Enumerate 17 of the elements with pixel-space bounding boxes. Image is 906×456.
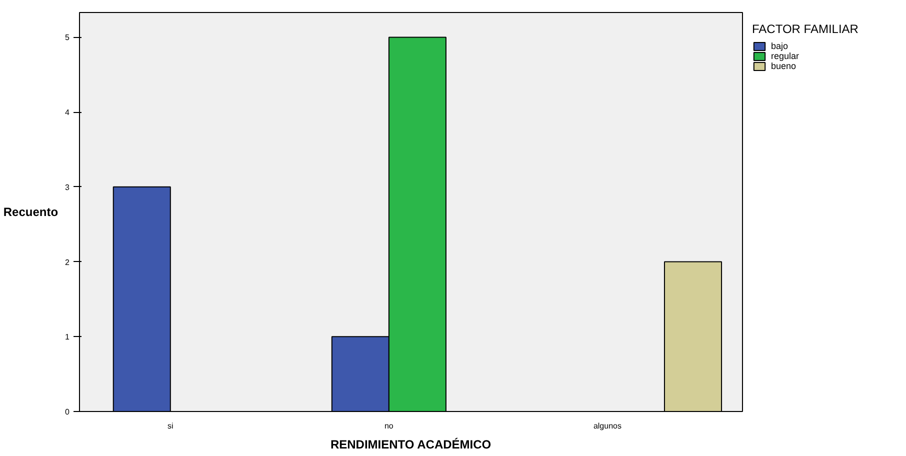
x-axis-title: RENDIMIENTO ACADÉMICO xyxy=(330,438,492,452)
y-tick-label: 5 xyxy=(65,33,70,42)
x-tick-label: si xyxy=(168,422,174,430)
legend-title: FACTOR FAMILIAR xyxy=(752,22,858,36)
bar xyxy=(112,186,171,412)
legend-label: regular xyxy=(771,51,800,61)
y-tick-label: 3 xyxy=(65,182,70,192)
y-axis-title: Recuento xyxy=(3,205,58,219)
x-tick-label: algunos xyxy=(593,422,622,430)
y-tick-label: 1 xyxy=(65,332,70,342)
y-tick-label: 4 xyxy=(65,108,70,118)
y-tick-label: 0 xyxy=(65,408,70,416)
bar xyxy=(664,261,722,412)
x-tick-label: no xyxy=(384,422,394,430)
y-tick-label: 2 xyxy=(65,258,70,267)
legend-label: bajo xyxy=(771,41,790,51)
legend-label: bueno xyxy=(771,61,796,71)
